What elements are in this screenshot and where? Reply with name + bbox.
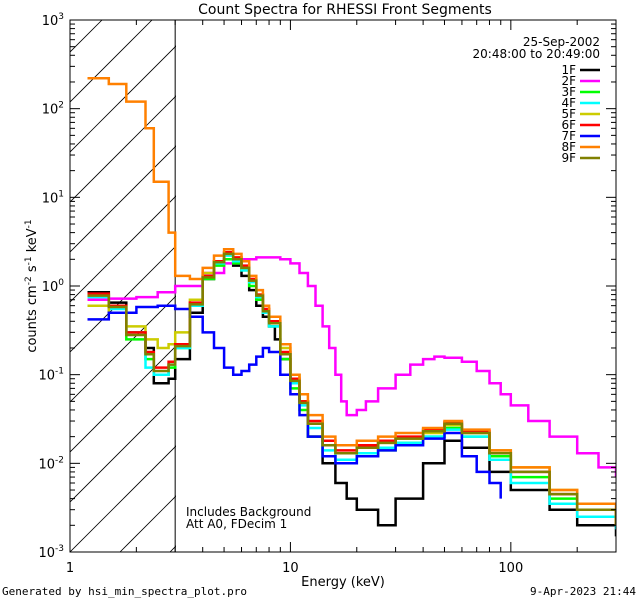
annotation-background: Includes Background [186, 505, 311, 519]
axis-ticks [69, 19, 617, 553]
hatch-line [70, 245, 176, 353]
hatch-line [70, 20, 153, 103]
y-tick-label: 103 [42, 12, 64, 29]
hatch-line [70, 45, 176, 153]
series-layer [87, 77, 616, 537]
legend-label-8F: 8F [561, 140, 576, 154]
hatch-line [70, 445, 176, 552]
footer-generated-by: Generated by hsi_min_spectra_plot.pro [2, 585, 247, 598]
legend-label-6F: 6F [561, 118, 576, 132]
legend-label-1F: 1F [561, 63, 576, 77]
series-line-4F [87, 254, 616, 530]
hatch-line [70, 195, 176, 303]
y-axis-label: counts cm-2 s-1 keV-1 [24, 219, 40, 352]
y-tick-label: 101 [42, 189, 64, 206]
hatched-excluded-region [0, 0, 640, 552]
series-line-5F [87, 252, 616, 526]
hatch-line [70, 295, 176, 403]
time-range-label: 20:48:00 to 20:49:00 [473, 47, 600, 61]
hatch-line [70, 395, 176, 503]
x-tick-labels: 1 10 100 [66, 561, 523, 576]
annotation-attenuator: Att A0, FDecim 1 [186, 517, 287, 531]
legend-label-7F: 7F [561, 129, 576, 143]
y-tick-label: 10-3 [38, 544, 64, 561]
y-tick-labels: 10-3 10-2 10-1 100 101 102 103 [38, 12, 64, 561]
series-line-1F [87, 258, 616, 537]
y-tick-label: 102 [42, 101, 64, 118]
footer-timestamp: 9-Apr-2023 21:44 [530, 585, 636, 598]
x-tick-label: 100 [498, 561, 523, 576]
series-line-9F [87, 252, 616, 526]
legend-label-4F: 4F [561, 96, 576, 110]
series-line-3F [87, 258, 616, 526]
x-tick-label: 1 [66, 561, 74, 576]
legend-label-5F: 5F [561, 107, 576, 121]
legend-label-2F: 2F [561, 74, 576, 88]
legend-label-3F: 3F [561, 85, 576, 99]
y-tick-label: 100 [42, 278, 65, 295]
legend-label-9F: 9F [561, 151, 576, 165]
series-line-7F [87, 304, 502, 499]
series-line-8F [87, 77, 616, 526]
hatch-line [70, 345, 176, 453]
chart-title: Count Spectra for RHESSI Front Segments [198, 2, 492, 18]
hatch-line [0, 0, 120, 552]
y-tick-label: 10-2 [38, 455, 64, 472]
series-line-2F [87, 256, 616, 478]
date-label: 25-Sep-2002 [523, 35, 600, 49]
x-tick-label: 10 [282, 561, 299, 576]
hatch-line [220, 0, 640, 552]
y-tick-label: 10-1 [38, 367, 64, 384]
x-axis-label: Energy (keV) [301, 575, 385, 590]
